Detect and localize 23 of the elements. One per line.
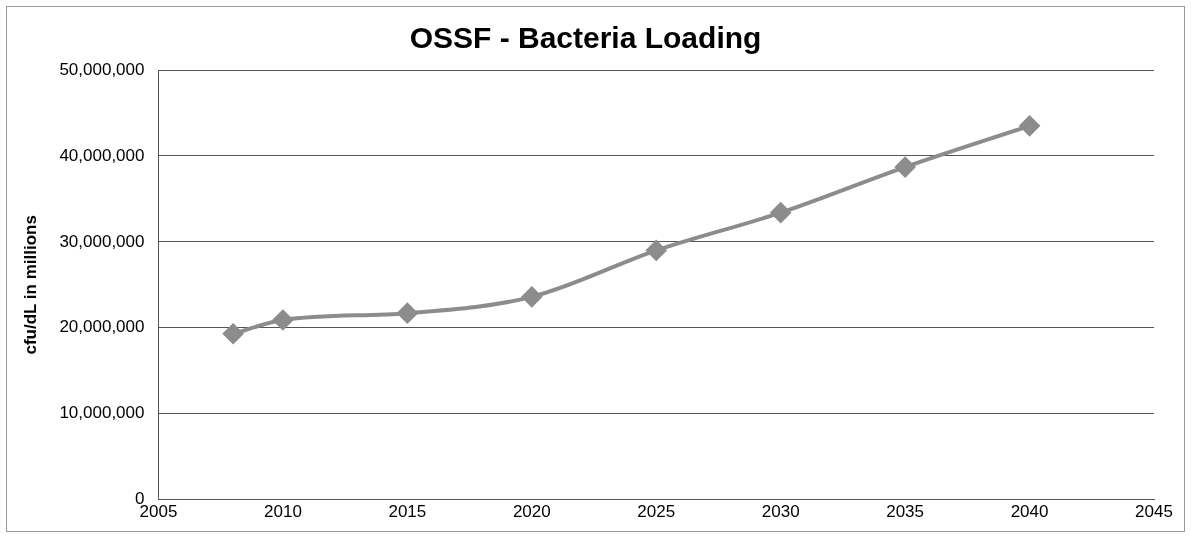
y-tick-label: 10,000,000 [59, 403, 145, 423]
y-tick-label: 50,000,000 [59, 59, 145, 79]
y-tick-label: 30,000,000 [59, 231, 145, 251]
x-tick-label: 2045 [1135, 502, 1173, 522]
x-tick-label: 2015 [388, 502, 427, 522]
point [521, 286, 542, 307]
point [397, 303, 418, 324]
x-tick-label: 2035 [886, 502, 925, 522]
x-tick-label: 2010 [264, 502, 302, 522]
y-axis-title: cfu/dL in millions [20, 215, 40, 355]
y-tick-label: 40,000,000 [59, 145, 145, 165]
point [895, 157, 916, 178]
x-tick-label: 2040 [1010, 502, 1049, 522]
x-tick-label: 2030 [761, 502, 800, 522]
x-tick-label: 2025 [637, 502, 676, 522]
y-tick-label: 20,000,000 [59, 317, 145, 337]
point [1019, 115, 1040, 136]
point [272, 310, 293, 331]
x-tick-label: 2020 [512, 502, 551, 522]
chart-title: OSSF - Bacteria Loading [409, 21, 762, 55]
point [223, 323, 244, 344]
point [770, 202, 791, 223]
point [646, 240, 667, 261]
